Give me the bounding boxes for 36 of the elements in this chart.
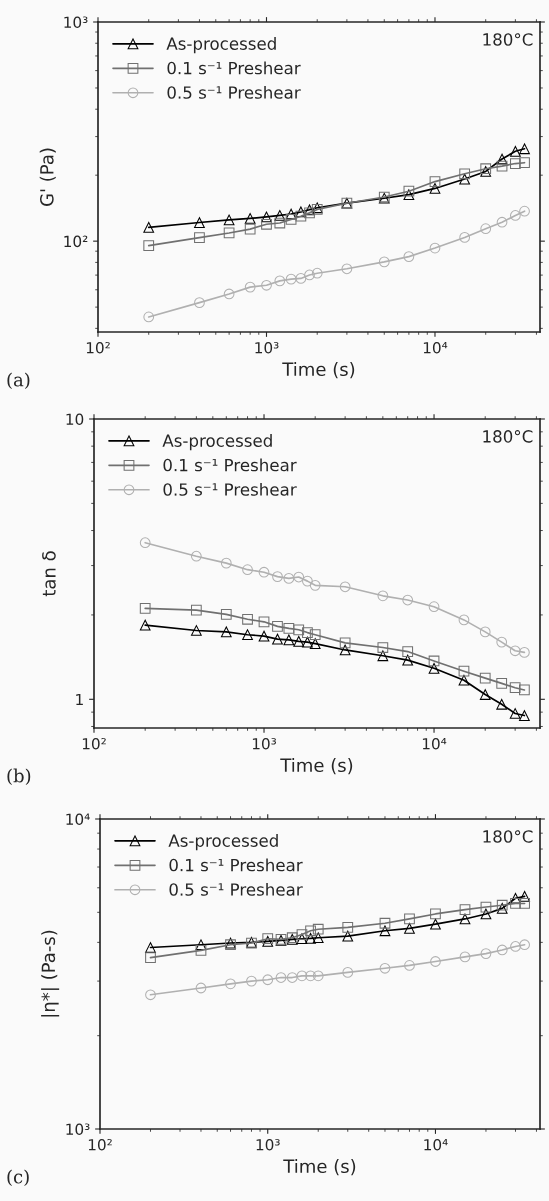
legend-label: 0.1 s⁻¹ Preshear — [163, 458, 297, 472]
y-axis-title: tan δ — [42, 551, 56, 597]
y-axis-title: G' (Pa) — [39, 148, 56, 206]
annotation: 180°C — [483, 430, 533, 443]
y-axis-title: |η*| (Pa-s) — [41, 930, 60, 1017]
y-tick-label: 1 — [76, 693, 83, 706]
y-tick-label: 10 — [66, 413, 84, 426]
x-tick-label: 10⁴ — [423, 341, 448, 354]
x-tick-label: 10² — [86, 341, 110, 354]
legend-label: 0.5 s⁻¹ Preshear — [169, 882, 303, 896]
x-tick-label: 10³ — [255, 341, 279, 354]
legend-label: 0.5 s⁻¹ Preshear — [163, 482, 297, 496]
x-tick-label: 10² — [88, 1138, 112, 1151]
legend-label: As-processed — [166, 37, 276, 54]
text: (c) — [7, 1169, 29, 1187]
x-tick-label: 10³ — [256, 1138, 280, 1151]
y-tick-label: 10³ — [66, 1123, 90, 1136]
x-tick-label: 10⁴ — [422, 737, 447, 750]
x-tick-label: 10² — [82, 737, 106, 750]
y-tick-label: 10⁴ — [66, 813, 90, 826]
legend-label: 0.1 s⁻¹ Preshear — [167, 61, 301, 75]
legend-label: 0.1 s⁻¹ Preshear — [169, 858, 303, 872]
x-axis-title: Time (s) — [283, 1159, 356, 1176]
x-tick-label: 10⁴ — [424, 1138, 448, 1151]
text: (b) — [7, 768, 31, 786]
annotation: 180°C — [483, 830, 533, 843]
annotation: 180°C — [483, 33, 533, 46]
legend-label: 0.5 s⁻¹ Preshear — [167, 85, 301, 99]
y-tick-label: 10² — [64, 235, 88, 248]
x-axis-title: Time (s) — [282, 362, 355, 379]
legend-label: As-processed — [168, 834, 278, 851]
x-axis-title: Time (s) — [280, 758, 353, 775]
legend-label: As-processed — [162, 434, 272, 451]
text: (a) — [7, 372, 30, 390]
x-tick-label: 10³ — [252, 737, 277, 750]
y-tick-label: 10³ — [64, 16, 88, 29]
